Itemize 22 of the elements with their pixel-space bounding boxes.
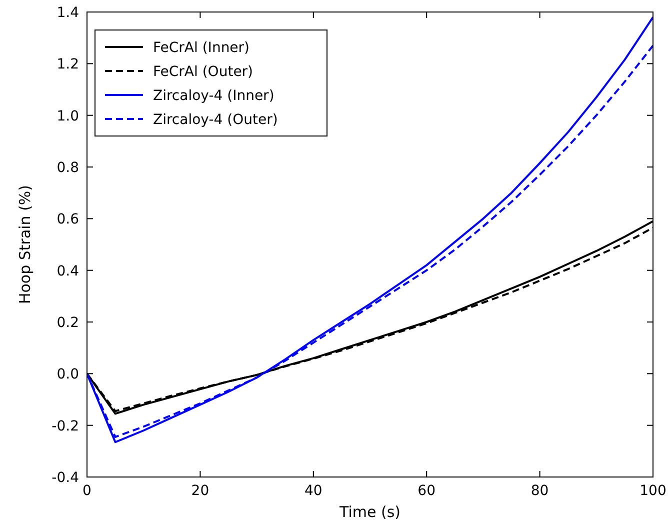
y-tick-label: 0.2: [56, 315, 79, 331]
x-tick-label: 40: [304, 483, 322, 499]
y-tick-label: -0.4: [52, 470, 80, 486]
y-axis-title: Hoop Strain (%): [16, 184, 34, 304]
y-tick-label: 0.8: [56, 160, 79, 176]
legend-label: FeCrAl (Inner): [153, 40, 250, 56]
y-tick-label: 1.2: [56, 56, 79, 73]
x-tick-label: 0: [82, 483, 92, 499]
x-tick-label: 100: [640, 483, 666, 499]
x-axis-title: Time (s): [338, 503, 400, 521]
y-tick-label: -0.2: [52, 418, 79, 434]
y-tick-label: 1.0: [56, 108, 79, 124]
x-tick-label: 20: [191, 483, 210, 499]
x-tick-label: 80: [530, 483, 549, 499]
y-tick-label: 1.4: [56, 5, 80, 21]
y-tick-label: 0.4: [56, 263, 80, 280]
legend-label: FeCrAl (Outer): [153, 64, 254, 80]
y-tick-label: 0.6: [56, 212, 80, 228]
y-tick-label: 0.0: [56, 366, 79, 383]
legend-label: Zircaloy-4 (Inner): [153, 88, 274, 104]
legend-label: Zircaloy-4 (Outer): [153, 112, 278, 128]
x-tick-label: 60: [418, 483, 436, 499]
